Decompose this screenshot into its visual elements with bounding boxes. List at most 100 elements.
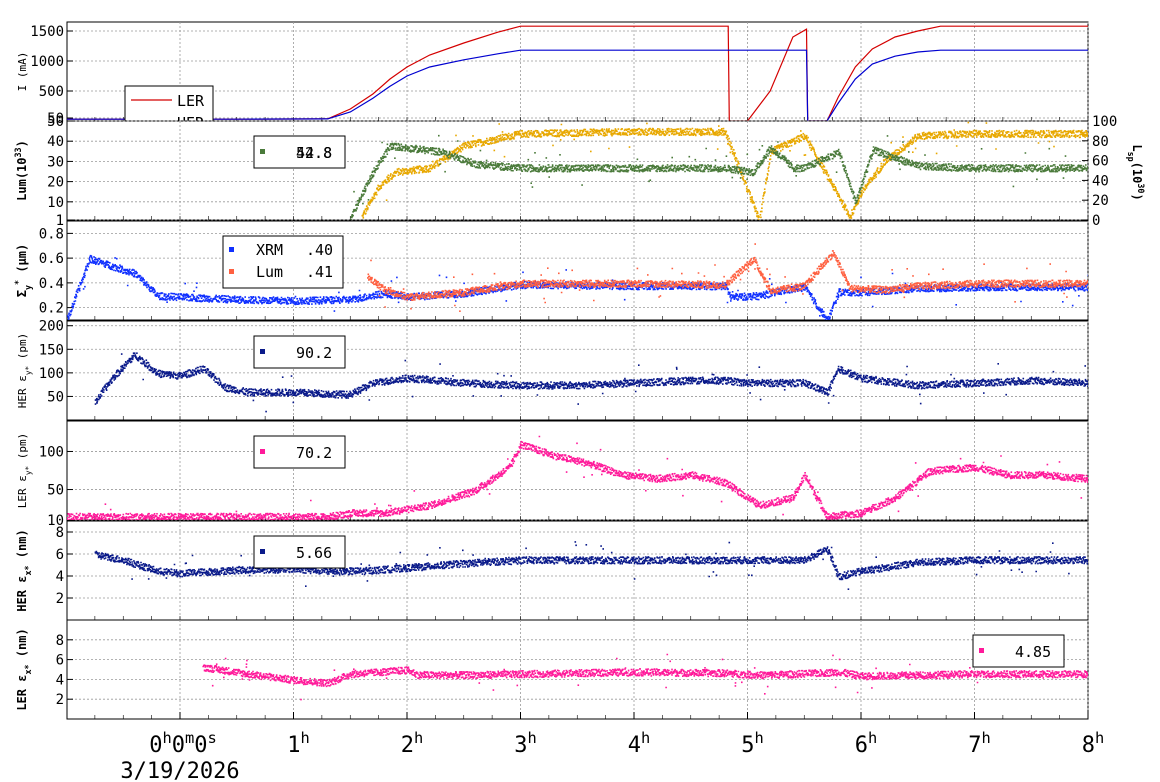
plot-frame	[66, 420, 1089, 521]
x-tick-label: 0h0m0s	[149, 729, 217, 758]
panel-sigma: 0.2 0.4 0.6 0.8 Σy* (μm) XRM .40 Lum .41	[13, 220, 1089, 321]
y-tick-label: 8	[56, 633, 64, 649]
x-axis-date: 3/19/2026	[120, 759, 239, 782]
legend-value: .41	[306, 263, 333, 281]
panel-ler-eps-x: 2 4 6 8 LER εx* (nm) 4.85	[15, 619, 1089, 720]
y-tick-label: 6	[56, 653, 64, 669]
x-tick-label: 1h	[287, 729, 310, 758]
series-luminosity-1-points	[350, 142, 1088, 220]
legend: 5.66	[253, 535, 346, 569]
y-tick-label: 0.4	[39, 276, 64, 292]
series-her-eps-x-0-points	[94, 546, 1088, 581]
panel-her-eps-x: 2 4 6 8 HER εx* (nm) 5.66	[15, 520, 1089, 621]
legend-swatch	[260, 449, 265, 454]
legend-value: 4.85	[1015, 643, 1051, 661]
series-group	[350, 121, 1088, 220]
legend: 70.2	[253, 435, 346, 469]
y-tick-label: 200	[39, 319, 64, 335]
x-axis: 0h0m0s 1h 2h 3h 4h 5h 6h 7h 8h 3/19/2026	[120, 712, 1104, 782]
legend-value: 5.66	[296, 544, 332, 562]
y-tick-label: 30	[47, 154, 64, 170]
legend-swatch	[229, 247, 234, 252]
y-tick-label: 0.2	[39, 301, 64, 317]
y2-tick-label: 0	[1092, 213, 1100, 229]
legend-swatch	[979, 648, 984, 653]
legend-box	[222, 235, 344, 289]
series-group	[94, 352, 1088, 413]
y-axis-label: Lum(1033)	[13, 140, 29, 201]
legend-value: 44.8	[296, 144, 332, 162]
x-tick-label: 8h	[1082, 729, 1105, 758]
y-tick-label: 1	[56, 213, 64, 229]
x-tick-label: 3h	[514, 729, 537, 758]
y-tick-label: 40	[47, 134, 64, 150]
y2-axis-label: Lsp(1030)	[1126, 144, 1146, 200]
legend-swatch	[229, 269, 234, 274]
panel-her-eps-y: 50 100 150 200 HER εy* (pm) 90.2	[16, 319, 1089, 421]
y-tick-label: 1000	[30, 54, 64, 70]
y2-tick-label: 60	[1092, 154, 1109, 170]
y-tick-label: 10	[47, 513, 64, 529]
y-tick-label: 50	[47, 111, 64, 127]
y-tick-label: 4	[56, 672, 64, 688]
y-axis-label: Σy* (μm)	[13, 244, 33, 297]
y-axis-label: HER εy* (pm)	[16, 333, 33, 409]
y-axis-label: LER εy* (pm)	[16, 433, 33, 509]
y-tick-label: 2	[56, 591, 64, 607]
y-tick-label: 2	[56, 692, 64, 708]
x-tick-label: 5h	[741, 729, 764, 758]
y2-tick-label: 40	[1092, 173, 1109, 189]
legend-box	[253, 435, 346, 469]
legend-swatch	[260, 149, 265, 154]
y2-tick-label: 20	[1092, 193, 1109, 209]
y2-tick-label: 100	[1092, 114, 1117, 130]
legend-box	[253, 535, 346, 569]
y-axis-label: LER εx* (nm)	[15, 628, 33, 710]
legend: 52.844.8	[253, 135, 346, 169]
y-tick-label: 20	[47, 175, 64, 191]
y-tick-label: 8	[56, 525, 64, 541]
y2-tick-label: 80	[1092, 134, 1109, 150]
y-tick-label: 4	[56, 569, 64, 585]
y-axis-label: I (mA)	[16, 52, 29, 92]
y-tick-label: 50	[47, 483, 64, 499]
legend-box	[253, 335, 346, 369]
y-tick-label: 10	[47, 195, 64, 211]
y-tick-label: 0.8	[39, 226, 64, 242]
series-current-1-line	[67, 49, 1088, 121]
x-tick-label: 7h	[968, 729, 991, 758]
y-tick-label: 500	[39, 84, 64, 100]
legend-label: LER	[177, 92, 205, 110]
series-group	[202, 653, 1088, 701]
x-tick-label: 6h	[855, 729, 878, 758]
series-her-eps-y-0-points	[94, 352, 1088, 405]
series-group	[67, 243, 1088, 320]
series-group	[67, 25, 1088, 121]
panel-luminosity: 1 10 20 30 40 50 Lum(1033) 0 20 40 60 80 100 Lsp(1030…	[13, 114, 1146, 229]
legend: 4.85	[972, 634, 1065, 668]
series-group	[94, 541, 1088, 590]
x-tick-label: 2h	[401, 729, 424, 758]
legend-box	[972, 634, 1065, 668]
y-axis-label: HER εx* (nm)	[15, 529, 33, 611]
series-current-0-line	[67, 25, 1088, 121]
legend-label: Lum	[256, 263, 283, 281]
legend-value: 90.2	[296, 344, 332, 362]
y-tick-label: 0.6	[39, 251, 64, 267]
y-tick-label: 50	[47, 389, 64, 405]
y-tick-label: 150	[39, 342, 64, 358]
panel-ler-eps-y: 10 50 100 LER εy* (pm) 70.2	[16, 420, 1089, 529]
plot-frame	[66, 21, 1089, 122]
legend-value: 70.2	[296, 444, 332, 462]
legend-value: .40	[306, 241, 333, 259]
x-tick-label: 4h	[628, 729, 651, 758]
plot-frame	[66, 220, 1089, 321]
y-tick-label: 6	[56, 547, 64, 563]
y-tick-label: 100	[39, 366, 64, 382]
legend: 90.2	[253, 335, 346, 369]
legend-box	[253, 135, 346, 169]
legend-swatch	[260, 349, 265, 354]
y-tick-label: 100	[39, 444, 64, 460]
